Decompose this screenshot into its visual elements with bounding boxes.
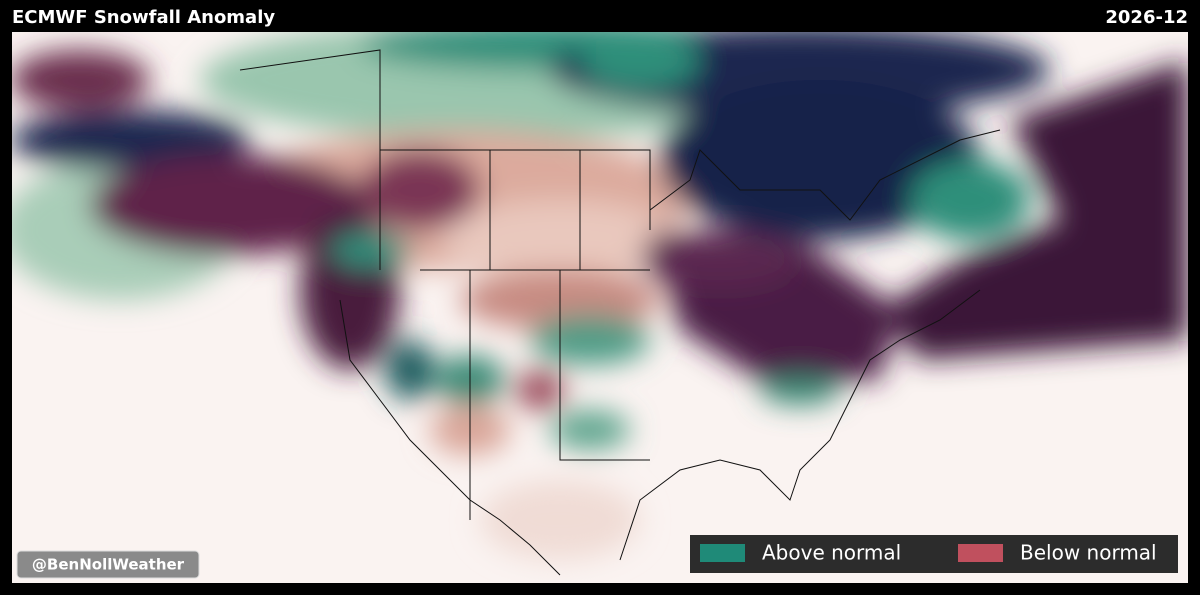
map-date: 2026-12 — [1105, 7, 1188, 28]
watermark: @BenNollWeather — [16, 550, 200, 579]
watermark-box — [16, 550, 200, 579]
legend-box — [690, 535, 1178, 573]
map-title: ECMWF Snowfall Anomaly — [12, 7, 275, 28]
legend-label: Below normal — [1020, 541, 1157, 565]
legend-label: Above normal — [762, 541, 901, 565]
legend-swatch — [958, 544, 1003, 562]
legend-swatch — [700, 544, 745, 562]
watermark-text: @BenNollWeather — [32, 556, 185, 574]
map — [12, 32, 1188, 583]
coastlines — [239, 49, 1001, 576]
legend: Above normal Below normal — [690, 535, 1178, 573]
anomaly-field — [12, 32, 1188, 560]
